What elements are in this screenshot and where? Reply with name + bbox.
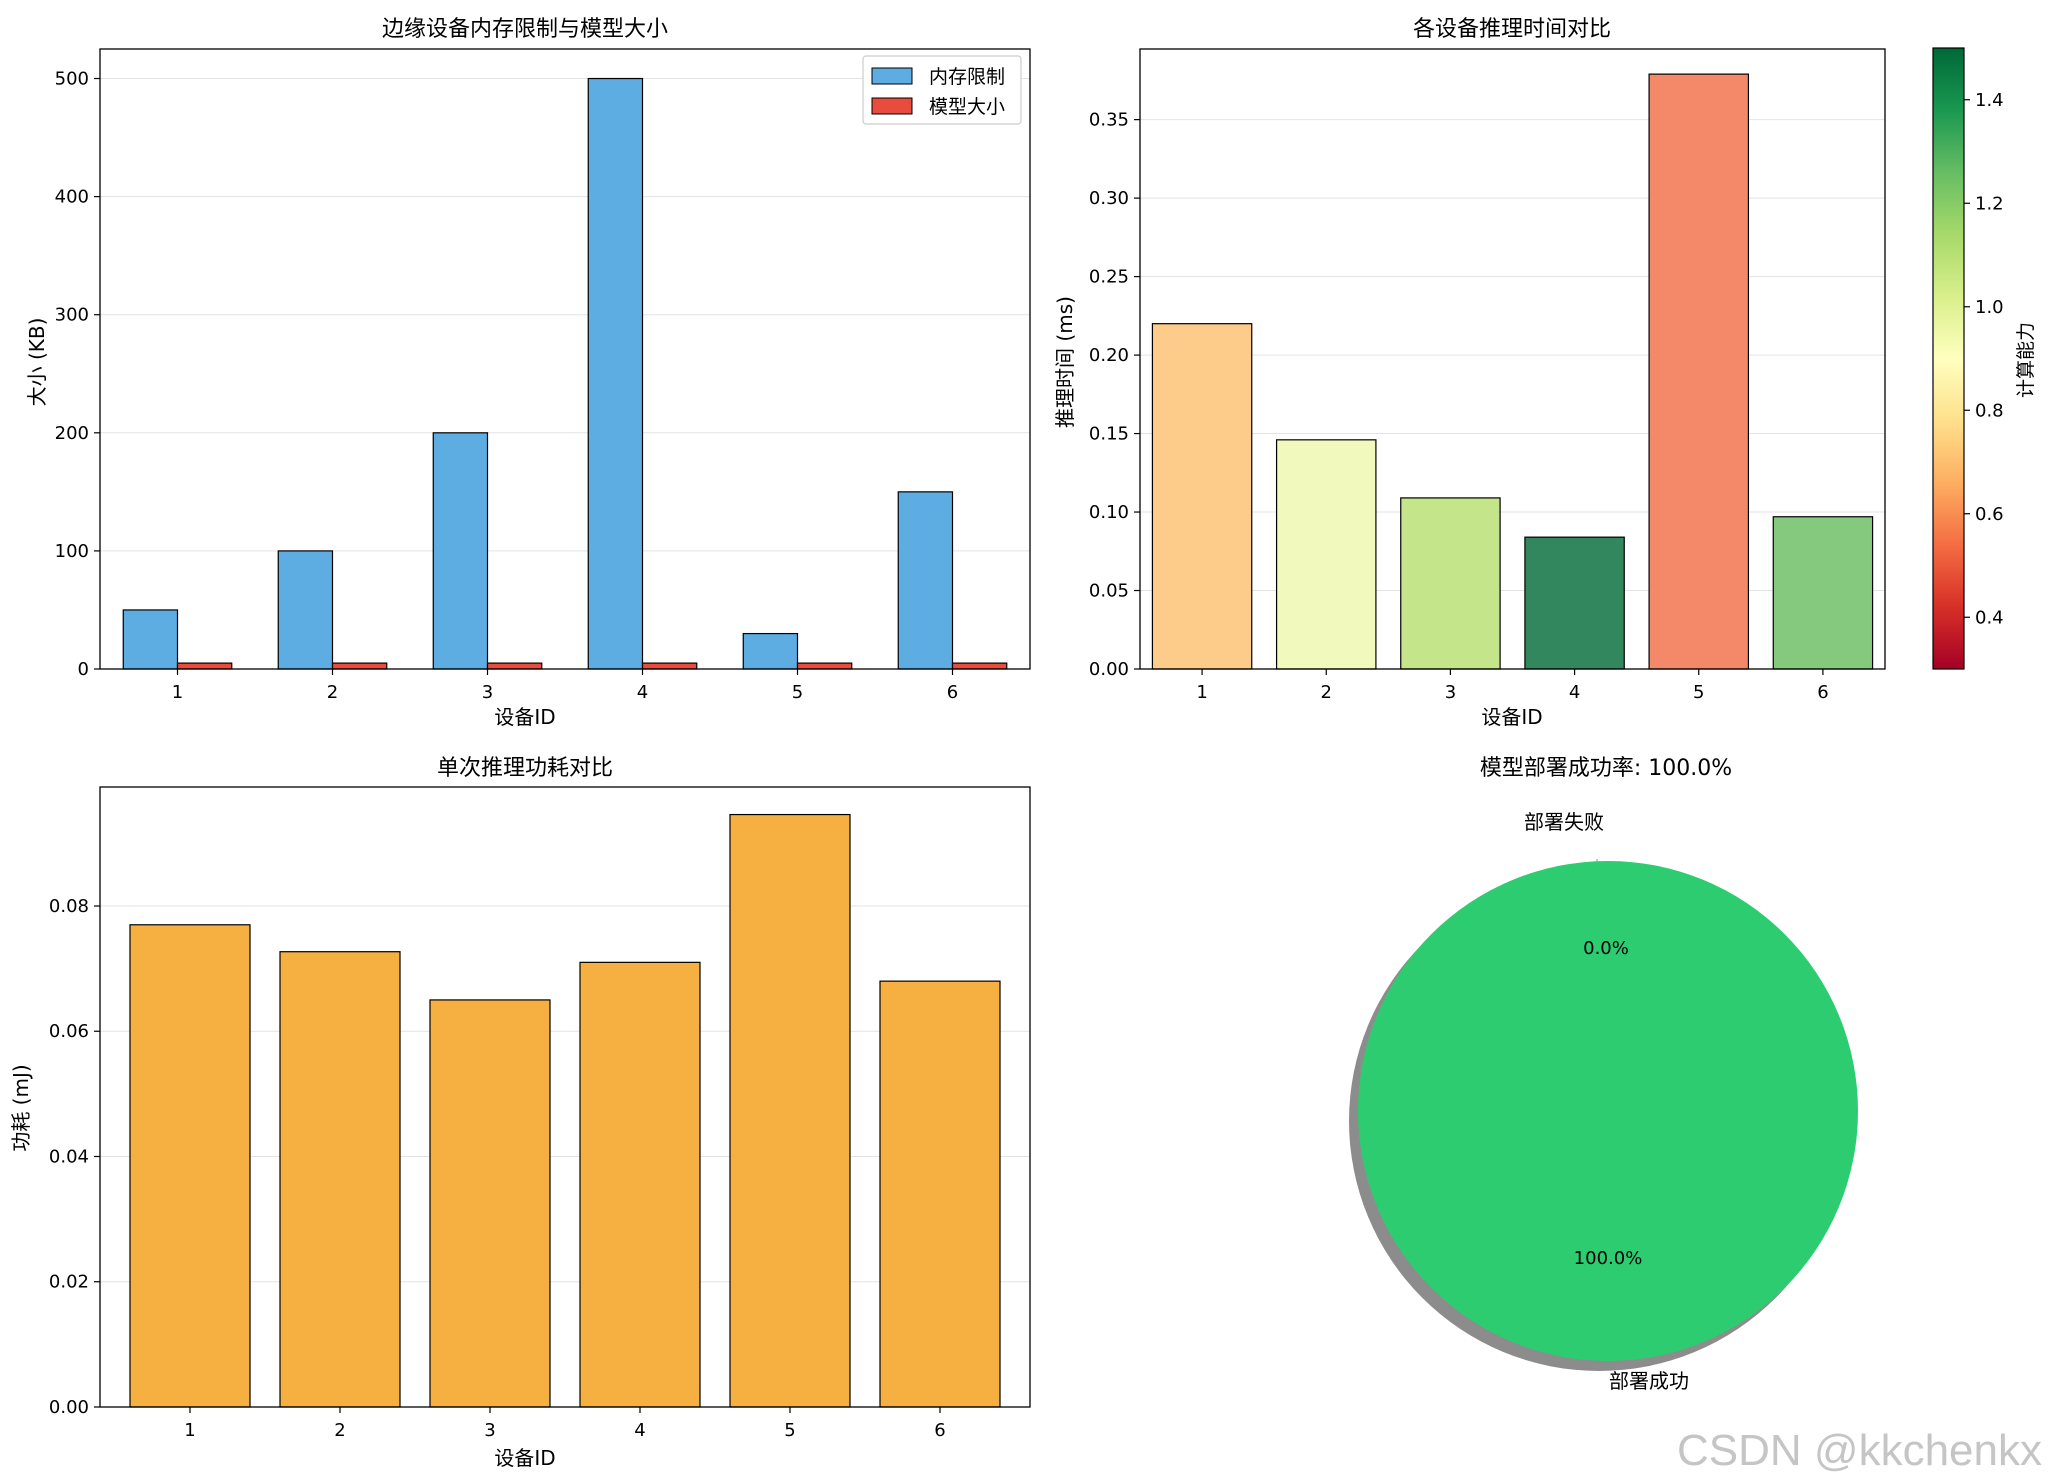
colorbar-tick-label: 0.8	[1975, 400, 2004, 421]
y-tick-label: 0.00	[49, 1397, 89, 1418]
colorbar: 0.4 0.6 0.8 1.0 1.2 1.4	[1932, 47, 2004, 670]
x-tick-label: 4	[634, 1420, 645, 1441]
y-tick-label: 0.02	[49, 1272, 89, 1293]
x-tick-label: 5	[1693, 682, 1704, 703]
x-tick-label: 6	[934, 1420, 945, 1441]
y-tick-label: 0.20	[1089, 345, 1129, 366]
y-tick-label: 0.08	[49, 896, 89, 917]
y-axis-label: 功耗 (mJ)	[9, 1064, 33, 1151]
memory-chart: 边缘设备内存限制与模型大小 0 100 200 300 400 500 1 2 3 4 5 6 设备I…	[25, 17, 1031, 729]
plot-frame	[99, 786, 1031, 1408]
colorbar-label: 计算能力	[2015, 322, 2037, 398]
pie-label-failure: 部署失败	[1524, 810, 1604, 834]
bar-3	[1400, 497, 1501, 670]
bar-memory-6	[897, 491, 954, 670]
legend-swatch-model	[871, 97, 913, 115]
y-tick-label: 0.04	[49, 1146, 89, 1167]
y-tick-label: 300	[55, 305, 89, 326]
y-tick-label: 200	[55, 423, 89, 444]
y-tick-label: 0.35	[1089, 110, 1129, 131]
bar-4	[1524, 536, 1625, 670]
colorbar-tick-label: 1.4	[1975, 90, 2004, 111]
x-tick-label: 3	[1445, 682, 1456, 703]
power-chart: 单次推理功耗对比 0.00 0.02 0.04 0.06 0.08 1 2 3 4 5 6 设备ID…	[9, 756, 1031, 1470]
legend-swatch-memory	[871, 67, 913, 85]
x-tick-label: 2	[327, 682, 338, 703]
y-tick-label: 0.25	[1089, 267, 1129, 288]
bar-5	[1648, 73, 1750, 670]
pie-label-success: 部署成功	[1609, 1369, 1689, 1393]
colorbar-tick-label: 1.0	[1975, 297, 2004, 318]
bar-2	[1275, 439, 1377, 670]
chart-title: 模型部署成功率: 100.0%	[1480, 756, 1732, 781]
y-tick-label: 0.05	[1089, 581, 1129, 602]
pie-pct-failure: 0.0%	[1583, 938, 1629, 959]
bar-6	[1772, 516, 1874, 670]
bar-model-4	[641, 662, 698, 670]
bar-memory-2	[277, 550, 334, 670]
x-axis-label: 设备ID	[494, 1446, 555, 1470]
bar-memory-5	[742, 632, 799, 670]
legend-label-memory: 内存限制	[929, 66, 1005, 88]
y-tick-label: 0.30	[1089, 188, 1129, 209]
bar-3	[429, 999, 551, 1408]
legend-label-model: 模型大小	[929, 96, 1005, 118]
y-tick-label: 500	[55, 69, 89, 90]
x-tick-label: 1	[184, 1420, 195, 1441]
y-tick-label: 0.00	[1089, 659, 1129, 680]
x-tick-label: 3	[482, 682, 493, 703]
bar-model-5	[796, 662, 853, 670]
x-tick-label: 4	[1569, 682, 1580, 703]
y-tick-label: 0.10	[1089, 502, 1129, 523]
bar-model-1	[176, 662, 233, 670]
x-tick-label: 1	[172, 682, 183, 703]
y-tick-label: 0.06	[49, 1021, 89, 1042]
y-tick-label: 0	[78, 659, 89, 680]
pie-pct-success: 100.0%	[1574, 1248, 1643, 1269]
bar-2	[279, 951, 401, 1408]
inference-time-chart: 各设备推理时间对比 0.00 0.05 0.10 0.15 0.20 0.25 0.30 0.…	[1053, 17, 2037, 729]
colorbar-tick-label: 0.4	[1975, 607, 2004, 628]
x-tick-label: 5	[784, 1420, 795, 1441]
y-axis-label: 大小 (KB)	[25, 318, 49, 407]
bar-model-6	[951, 662, 1008, 670]
watermark: CSDN @kkchenkx	[1677, 1426, 2042, 1475]
bar-memory-4	[587, 77, 644, 670]
legend: 内存限制 模型大小	[862, 55, 1022, 125]
chart-title: 边缘设备内存限制与模型大小	[382, 17, 668, 42]
colorbar-bar	[1932, 47, 1965, 670]
x-axis-label: 设备ID	[1481, 705, 1542, 729]
x-tick-label: 4	[637, 682, 648, 703]
bar-1	[1151, 323, 1253, 670]
x-tick-label: 2	[334, 1420, 345, 1441]
x-axis-label: 设备ID	[494, 705, 555, 729]
y-tick-label: 400	[55, 187, 89, 208]
x-tick-label: 5	[792, 682, 803, 703]
plot-frame	[1139, 48, 1886, 670]
deployment-pie-chart: 模型部署成功率: 100.0% 0.0% 100.0% 部署失败 部署成功	[1349, 756, 1858, 1393]
x-tick-label: 3	[484, 1420, 495, 1441]
bar-memory-3	[432, 432, 489, 670]
bar-model-2	[331, 662, 388, 670]
bar-5	[729, 813, 851, 1408]
x-tick-label: 2	[1321, 682, 1332, 703]
bar-6	[879, 980, 1001, 1408]
x-tick-label: 1	[1196, 682, 1207, 703]
bar-1	[129, 924, 251, 1408]
y-tick-label: 100	[55, 541, 89, 562]
bar-4	[579, 961, 701, 1408]
colorbar-tick-label: 0.6	[1975, 504, 2004, 525]
y-axis-label: 推理时间 (ms)	[1053, 296, 1077, 428]
plot-frame	[99, 48, 1031, 670]
y-tick-label: 0.15	[1089, 424, 1129, 445]
x-tick-label: 6	[947, 682, 958, 703]
bar-model-3	[486, 662, 543, 670]
bar-memory-1	[122, 609, 179, 670]
chart-title: 各设备推理时间对比	[1413, 17, 1611, 42]
x-tick-label: 6	[1817, 682, 1828, 703]
colorbar-tick-label: 1.2	[1975, 193, 2004, 214]
chart-title: 单次推理功耗对比	[437, 756, 613, 781]
